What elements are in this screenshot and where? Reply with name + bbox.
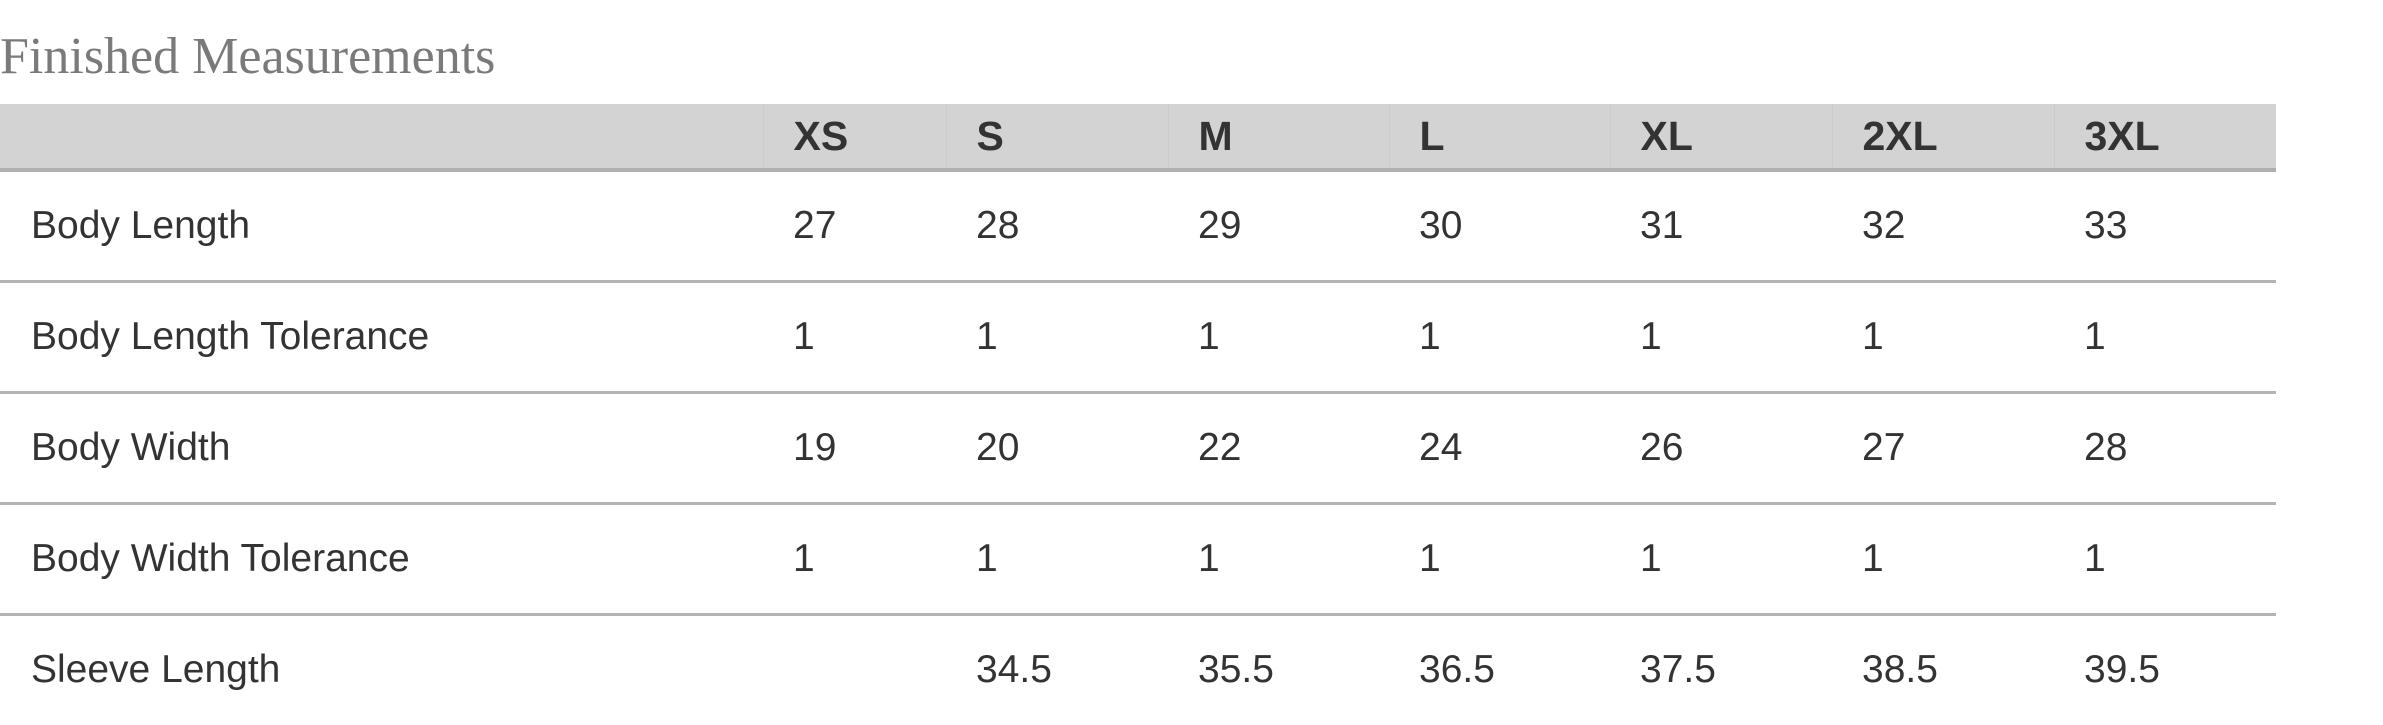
size-header-xs: XS (762, 104, 946, 172)
measurement-cell: 34.5 (976, 648, 1052, 692)
measurement-cell: 35.5 (1198, 648, 1274, 692)
measurement-cell: 1 (1168, 503, 1389, 616)
measurement-cell: 33 (2054, 170, 2276, 283)
measurement-cell: 22 (1168, 392, 1389, 505)
size-header-2xl: 2XL (1831, 104, 2054, 172)
measurement-cell: 1 (2054, 281, 2276, 394)
measurement-cell: 1 (1389, 503, 1610, 616)
measurement-cell: 1 (1610, 503, 1832, 616)
measurement-cell: 38.5 (1862, 648, 1938, 692)
measurement-cell: 27 (1832, 392, 2054, 505)
measurement-cell: 39.5 (2084, 648, 2160, 692)
header-blank (0, 104, 763, 172)
measurement-cell (763, 614, 946, 725)
size-header-xl: XL (1609, 104, 1832, 172)
row-label: Body Width (0, 392, 763, 505)
measurement-cell: 1 (1610, 281, 1832, 394)
measurements-table: XS S M L XL 2XL 3XL Body Length 27 28 29 30 31 32 33 B… (0, 104, 2276, 725)
measurement-cell: 1 (763, 503, 946, 616)
measurement-cell: 1 (946, 503, 1168, 616)
row-label: Body Length (0, 170, 763, 283)
measurement-cell: 30 (1389, 170, 1610, 283)
measurement-cell: 1 (1389, 281, 1610, 394)
row-label: Body Width Tolerance (0, 503, 763, 616)
page-title: Finished Measurements (0, 28, 496, 85)
measurement-cell: 28 (946, 170, 1168, 283)
measurement-cell: 31 (1610, 170, 1832, 283)
measurement-cell: 32 (1832, 170, 2054, 283)
row-label: Body Length Tolerance (0, 281, 763, 394)
table-row: Body Length 27 28 29 30 31 32 33 (0, 170, 2276, 283)
table-row: Sleeve Length 34.5 35.5 36.5 37.5 38.5 39.5 (0, 614, 2276, 725)
table-row: Body Width Tolerance 1 1 1 1 1 1 1 (0, 503, 2276, 616)
measurement-cell: 28 (2054, 392, 2276, 505)
measurement-cell: 20 (946, 392, 1168, 505)
measurement-cell: 27 (763, 170, 946, 283)
size-header-l: L (1388, 104, 1610, 172)
header-row: XS S M L XL 2XL 3XL (0, 104, 2276, 172)
size-header-3xl: 3XL (2053, 104, 2276, 172)
measurement-cell: 37.5 (1640, 648, 1716, 692)
measurement-cell: 29 (1168, 170, 1389, 283)
table-row: Body Width 19 20 22 24 26 27 28 (0, 392, 2276, 505)
measurement-cell: 19 (763, 392, 946, 505)
measurement-cell: 36.5 (1419, 648, 1495, 692)
size-header-s: S (945, 104, 1168, 172)
measurement-cell: 1 (763, 281, 946, 394)
measurement-cell: 26 (1610, 392, 1832, 505)
size-header-m: M (1167, 104, 1389, 172)
measurement-cell: 1 (2054, 503, 2276, 616)
measurement-cell: 1 (946, 281, 1168, 394)
measurement-cell: 1 (1832, 503, 2054, 616)
measurement-cell: 24 (1389, 392, 1610, 505)
row-label: Sleeve Length (31, 648, 281, 692)
measurement-cell: 1 (1168, 281, 1389, 394)
table-row: Body Length Tolerance 1 1 1 1 1 1 1 (0, 281, 2276, 394)
measurement-cell: 1 (1832, 281, 2054, 394)
